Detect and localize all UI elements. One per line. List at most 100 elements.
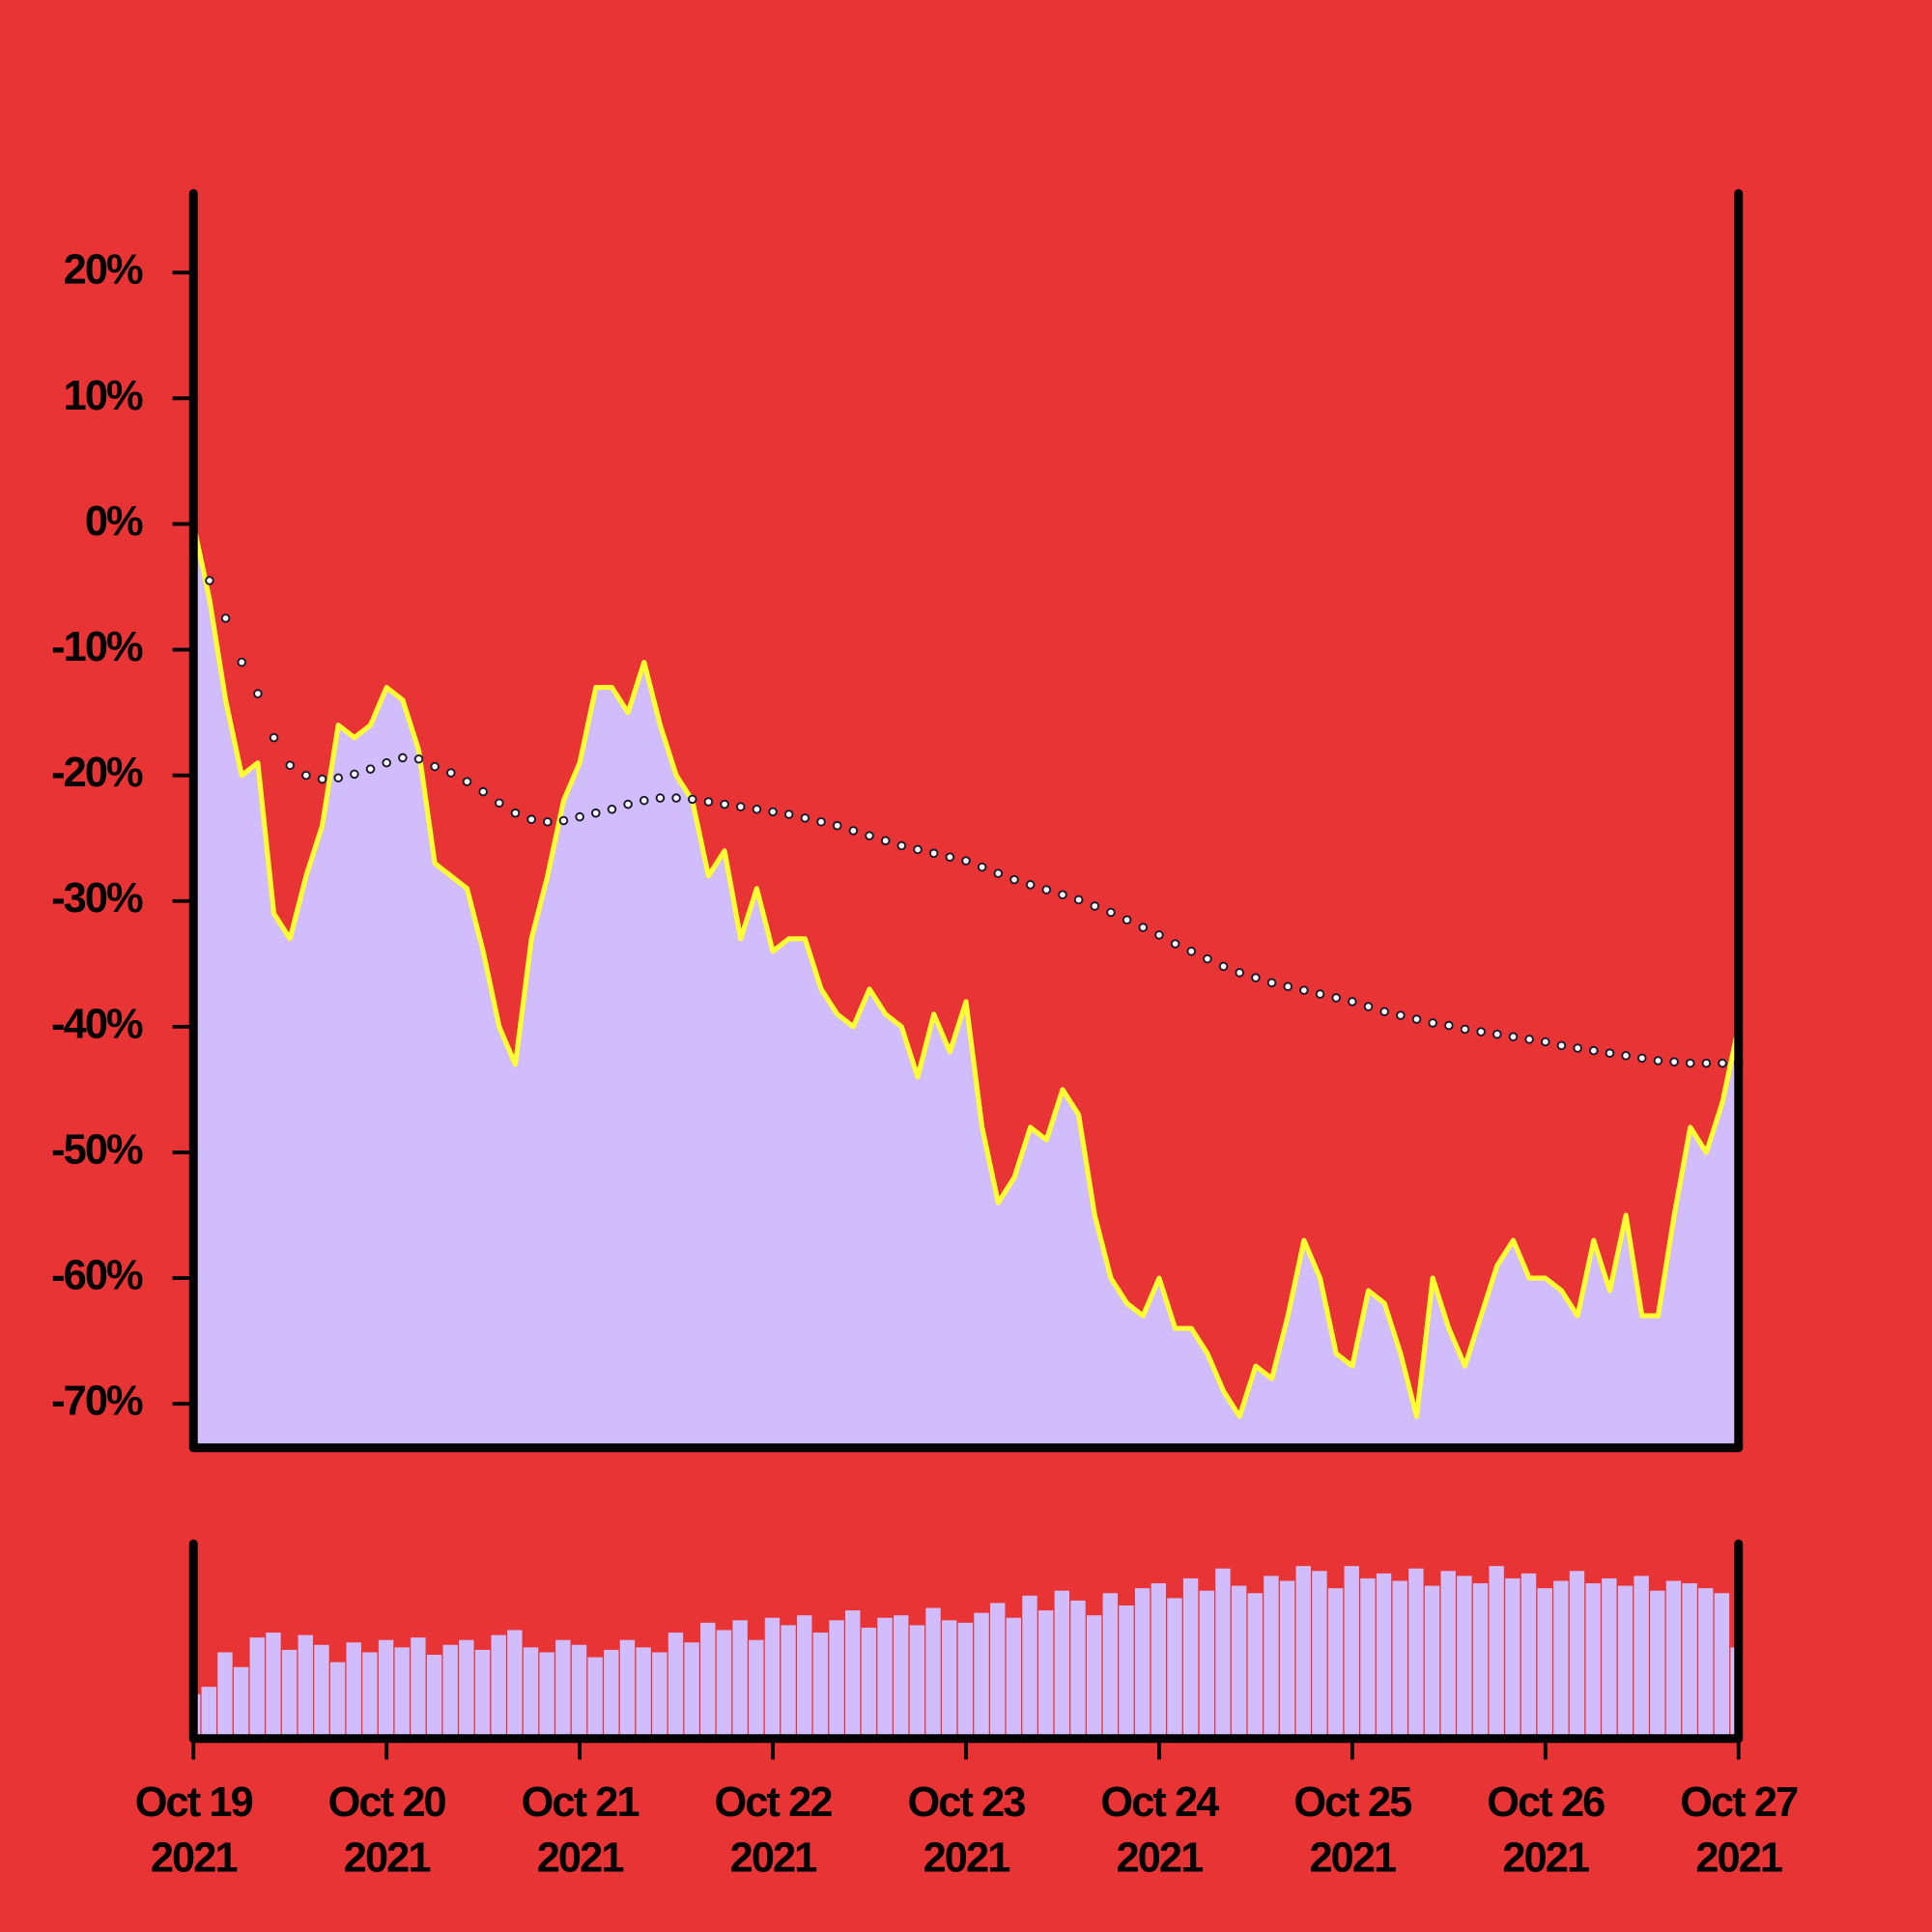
ma-dot <box>752 804 762 814</box>
ma-dot <box>205 576 214 585</box>
volume-bar <box>845 1610 861 1739</box>
volume-bar <box>764 1617 781 1739</box>
volume-bar <box>1376 1573 1392 1739</box>
volume-bar <box>1585 1583 1601 1739</box>
volume-bar <box>459 1639 474 1739</box>
ma-dot <box>1009 874 1019 885</box>
ma-dot <box>1621 1051 1631 1061</box>
volume-bar <box>298 1634 313 1739</box>
ma-dot <box>1428 1018 1437 1028</box>
ma-dot <box>1541 1037 1550 1047</box>
volume-bar <box>249 1637 265 1739</box>
y-tick-label: -50% <box>51 1126 143 1173</box>
ma-dot <box>1348 997 1357 1007</box>
x-tick-label: 2021 <box>1309 1834 1396 1881</box>
ma-dot <box>220 613 231 623</box>
volume-bar <box>201 1687 216 1739</box>
ma-dot <box>333 773 343 783</box>
ma-dot <box>1363 1002 1374 1011</box>
volume-bar <box>1650 1590 1665 1739</box>
volume-bar <box>1392 1580 1407 1739</box>
x-tick-label: Oct 27 <box>1680 1779 1798 1826</box>
ma-dot <box>1589 1045 1599 1056</box>
volume-bar <box>1264 1576 1279 1739</box>
ma-dot <box>1154 930 1164 940</box>
volume-bar <box>797 1615 812 1739</box>
volume-bar <box>329 1662 346 1739</box>
volume-bar <box>1360 1577 1376 1739</box>
volume-bar <box>378 1639 394 1739</box>
ma-dot <box>1090 901 1100 911</box>
ma-dot <box>655 793 666 803</box>
ma-dot <box>1106 907 1116 918</box>
ma-dot <box>1669 1057 1679 1067</box>
volume-bar <box>652 1652 668 1739</box>
ma-dot <box>285 760 296 771</box>
volume-bar <box>1553 1580 1569 1739</box>
volume-bar <box>1489 1566 1504 1739</box>
ma-dot <box>639 795 649 806</box>
volume-bar <box>1295 1566 1311 1739</box>
volume-bar <box>1231 1585 1247 1739</box>
ma-dot <box>896 840 907 851</box>
ma-dot <box>269 732 279 743</box>
ma-dot <box>607 804 617 814</box>
ma-dot <box>558 815 569 826</box>
ma-dot <box>575 811 584 822</box>
volume-bar <box>281 1649 298 1739</box>
ma-dot <box>1556 1040 1567 1051</box>
volume-bar <box>362 1652 378 1739</box>
ma-dot <box>317 774 327 784</box>
volume-bar <box>1054 1590 1070 1739</box>
volume-bar <box>1102 1593 1119 1739</box>
ma-dot <box>526 814 536 824</box>
ma-dot <box>687 794 697 805</box>
ma-dot <box>1444 1020 1454 1031</box>
volume-bar <box>411 1637 426 1739</box>
volume-bar <box>700 1622 716 1739</box>
ma-dot <box>382 757 391 768</box>
ma-dot <box>945 852 955 863</box>
volume-bar <box>957 1622 974 1739</box>
ma-dot <box>1718 1058 1727 1068</box>
y-tick-label: -70% <box>51 1378 143 1425</box>
ma-dot <box>1315 989 1325 999</box>
line <box>190 523 1742 1419</box>
volume-bar <box>909 1625 925 1739</box>
volume-bar <box>1134 1588 1151 1739</box>
volume-bar <box>1070 1600 1086 1739</box>
volume-bar <box>1022 1595 1037 1739</box>
ma-dot <box>720 799 729 810</box>
ma-dot <box>800 813 810 823</box>
ma-dot <box>671 793 681 803</box>
ma-dot <box>1299 985 1309 995</box>
ma-dot <box>1235 968 1245 978</box>
ma-dot <box>783 810 794 819</box>
volume-bar <box>1472 1583 1489 1739</box>
ma-dot <box>768 807 778 817</box>
ma-dot <box>301 770 311 781</box>
volume-bar <box>732 1620 748 1739</box>
volume-bar <box>1520 1573 1537 1739</box>
x-tick-label: 2021 <box>1695 1834 1782 1881</box>
y-tick-label: 0% <box>85 498 143 545</box>
volume-bar <box>1182 1577 1199 1739</box>
volume-bar <box>1006 1617 1022 1739</box>
volume-bar <box>217 1652 233 1739</box>
ma-dot <box>977 862 987 872</box>
volume-bar <box>1327 1588 1344 1739</box>
ma-dot <box>1685 1058 1695 1068</box>
ma-dot <box>1653 1056 1663 1065</box>
volume-bar <box>394 1647 410 1739</box>
volume-bar <box>668 1633 684 1739</box>
volume-bar <box>555 1639 571 1739</box>
ma-dot <box>1073 895 1084 905</box>
y-tick-label: -20% <box>51 750 143 796</box>
volume-bar <box>1617 1585 1634 1739</box>
ma-dot <box>1492 1029 1502 1039</box>
volume-bar <box>781 1625 796 1739</box>
x-tick-label: Oct 23 <box>907 1779 1025 1826</box>
volume-bar <box>1215 1568 1231 1739</box>
